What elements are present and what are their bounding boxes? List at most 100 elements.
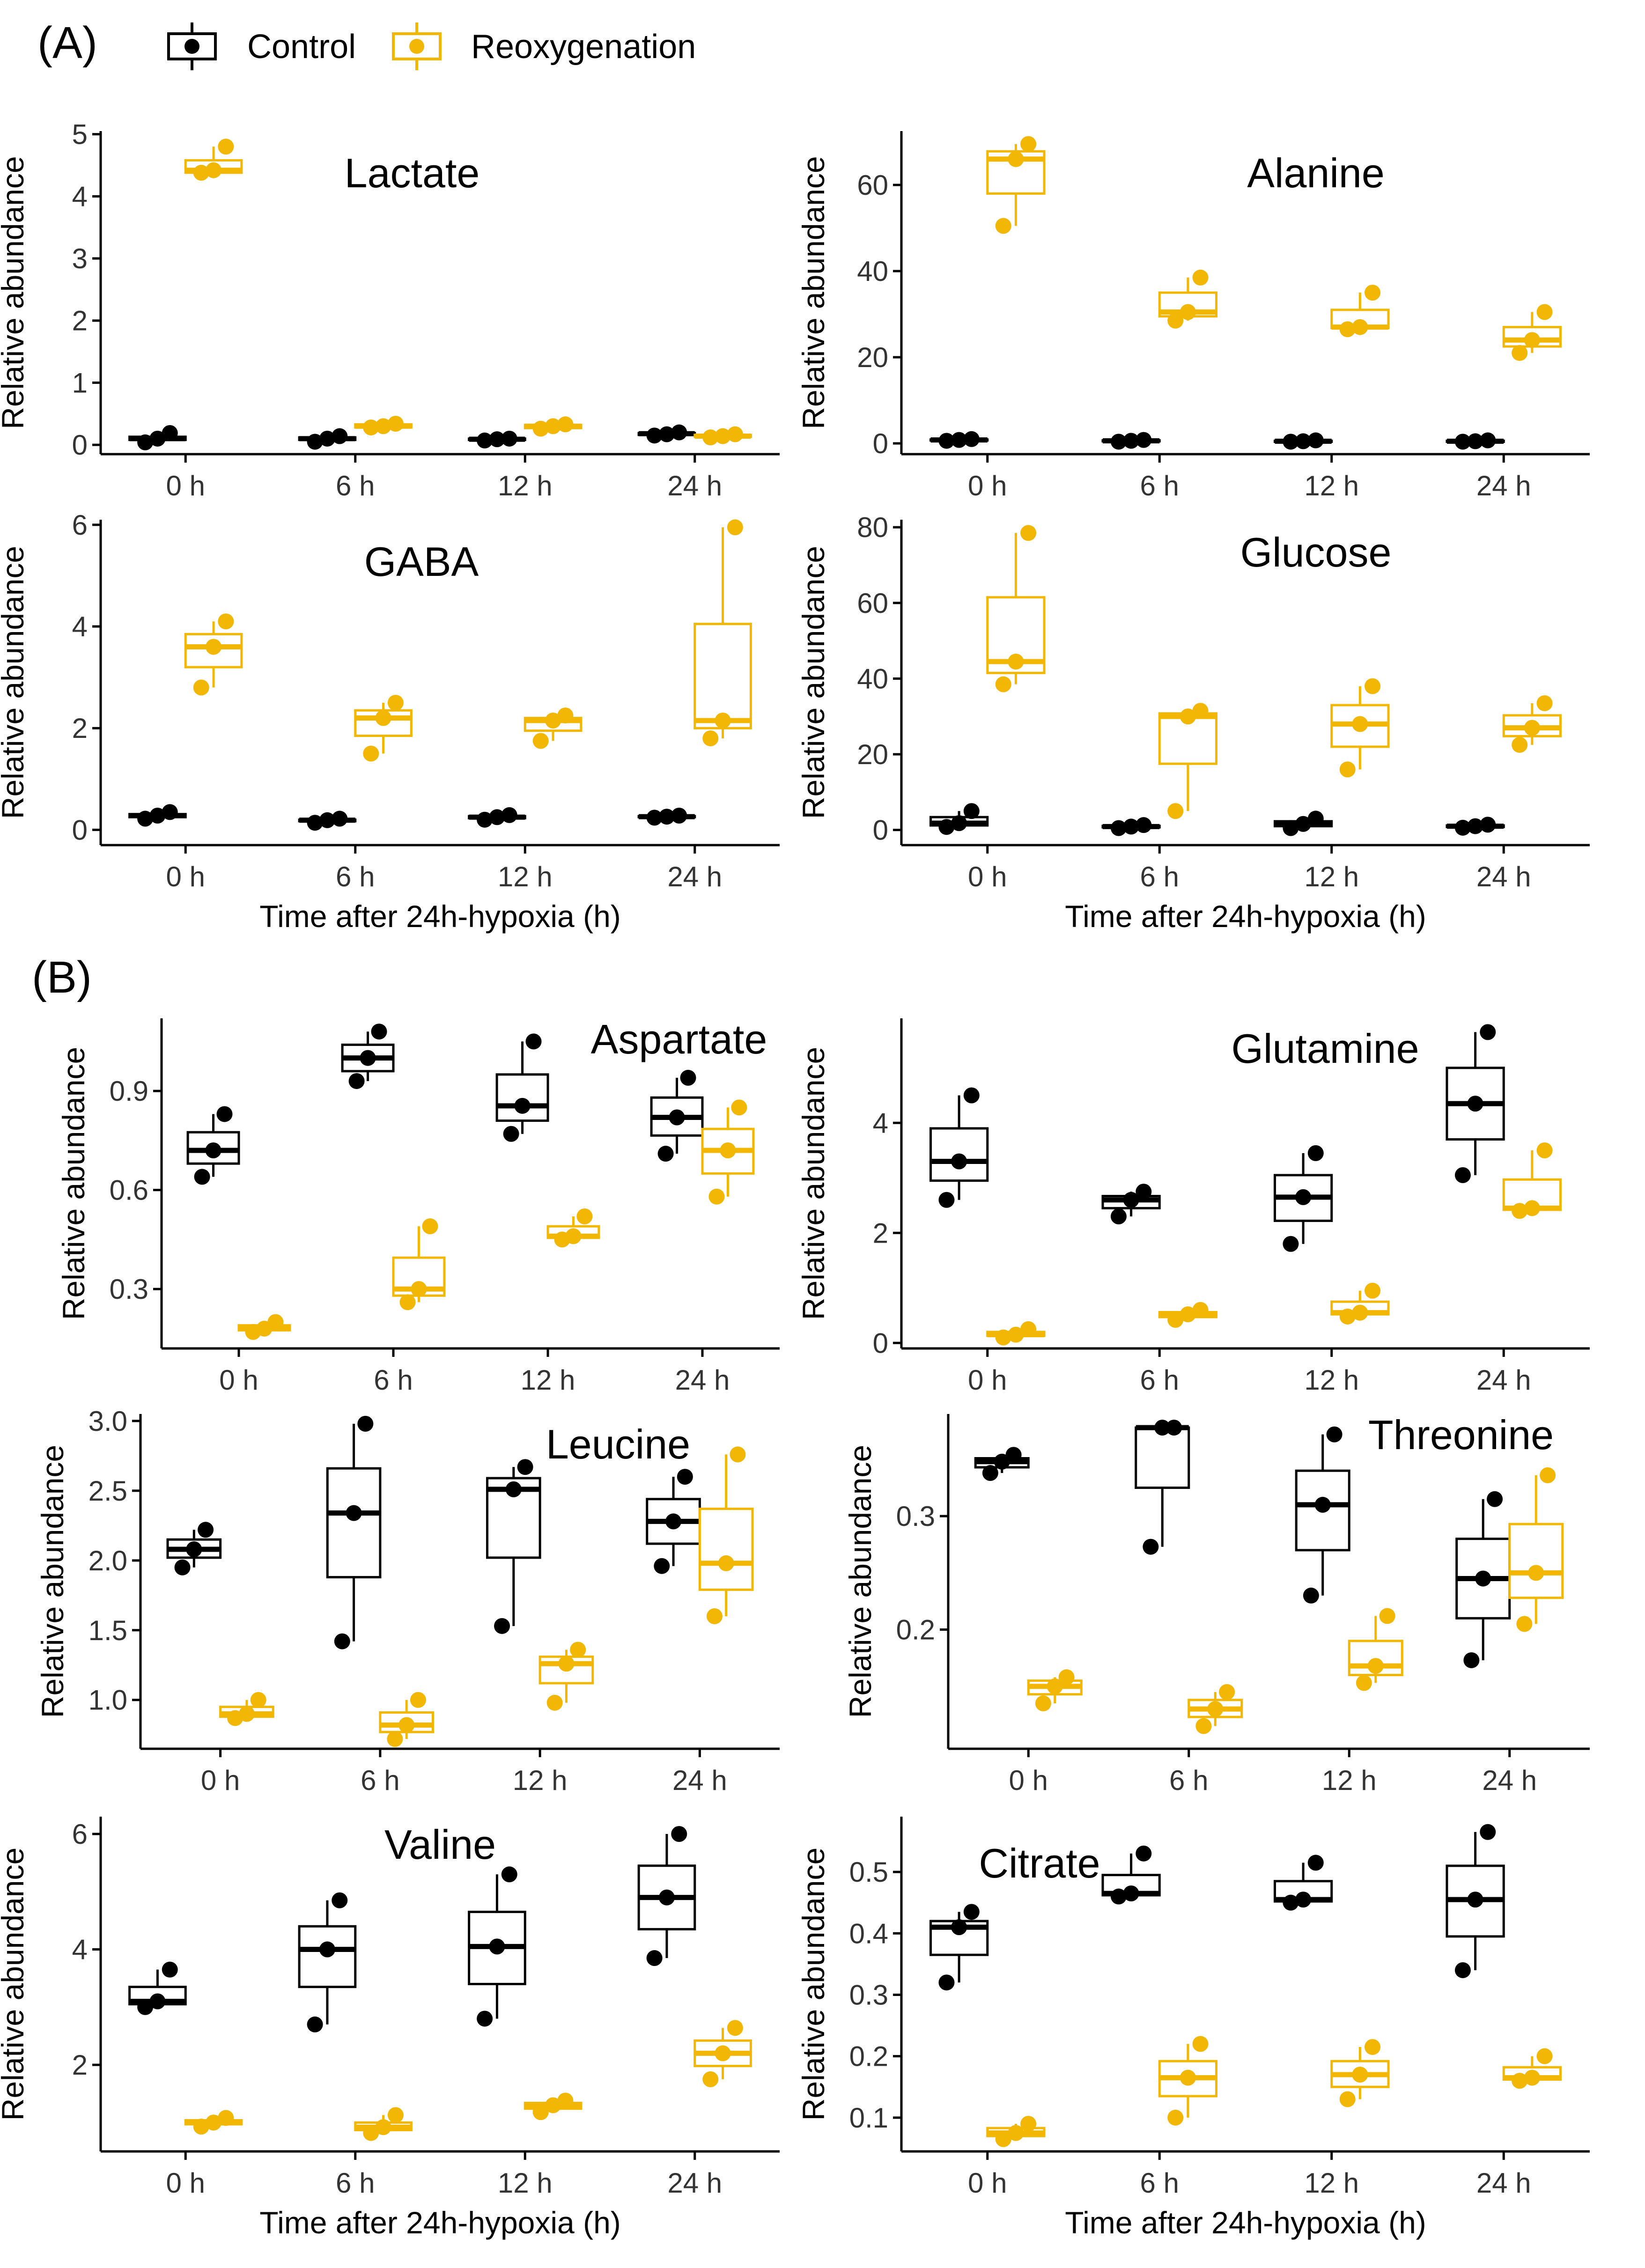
- data-point: [375, 2119, 391, 2135]
- data-point: [565, 1228, 582, 1244]
- data-point: [375, 418, 391, 434]
- data-point: [1167, 2109, 1184, 2126]
- reoxygenation-box: [1502, 304, 1562, 361]
- control-box: [468, 1866, 526, 2027]
- data-point: [545, 418, 561, 434]
- panel-b-label: (B): [32, 952, 92, 1002]
- reoxygenation-box: [1158, 2036, 1218, 2126]
- y-tick-label: 2.0: [89, 1545, 127, 1576]
- control-box: [186, 1106, 240, 1185]
- x-tick-label: 24 h: [1482, 1765, 1537, 1796]
- y-tick-label: 0.9: [110, 1075, 148, 1107]
- reoxygenation-box: [1330, 285, 1390, 338]
- data-point: [1008, 151, 1024, 167]
- data-point: [1047, 1678, 1063, 1694]
- reoxygenation-box: [1348, 1608, 1403, 1691]
- reoxygenation-box: [524, 416, 583, 437]
- data-point: [1192, 1302, 1209, 1318]
- chart-title: GABA: [364, 538, 479, 585]
- y-tick-label: 5: [72, 119, 88, 150]
- data-point: [1524, 1200, 1540, 1216]
- y-tick-label: 4: [873, 1107, 888, 1139]
- data-point: [218, 613, 234, 630]
- data-point: [1008, 1326, 1024, 1343]
- x-tick-label: 0 h: [166, 861, 205, 892]
- data-point: [938, 1192, 955, 1208]
- x-tick-label: 0 h: [968, 1364, 1007, 1396]
- data-point: [525, 1033, 542, 1050]
- x-tick-label: 6 h: [1169, 1765, 1208, 1796]
- data-point: [1195, 1718, 1212, 1734]
- data-point: [267, 1314, 284, 1330]
- chart-alanine: 0 20 40 60 0 h 6 h 12 h 24 h Relative abundance A…: [796, 131, 1590, 501]
- data-point: [346, 1505, 362, 1521]
- data-point: [501, 1866, 517, 1883]
- y-tick-label: 4: [72, 611, 88, 642]
- control-box: [1101, 1845, 1161, 1905]
- data-point: [1528, 1565, 1544, 1581]
- control-box: [1135, 1420, 1190, 1555]
- data-point: [951, 1153, 967, 1170]
- data-point: [411, 1281, 427, 1297]
- data-point: [137, 810, 154, 827]
- reoxygenation-box: [1188, 1684, 1243, 1734]
- chart-title: Leucine: [546, 1421, 690, 1467]
- data-point: [363, 2125, 379, 2141]
- chart-threonine: 0.2 0.3 0 h 6 h 12 h 24 h Relative abundance Th…: [843, 1412, 1590, 1796]
- x-tick-label: 24 h: [1476, 470, 1531, 501]
- data-point: [1123, 433, 1139, 449]
- data-point: [1512, 736, 1528, 753]
- data-point: [360, 1050, 376, 1066]
- data-point: [1035, 1695, 1051, 1712]
- y-tick-label: 0: [873, 1327, 888, 1359]
- y-tick-label: 2: [72, 2049, 88, 2081]
- data-point: [1487, 1491, 1503, 1507]
- data-point: [1295, 816, 1312, 832]
- data-point: [1463, 1652, 1480, 1668]
- data-point: [1154, 1420, 1171, 1436]
- chart-title: Lactate: [345, 150, 480, 196]
- data-point: [677, 1469, 693, 1485]
- y-tick-label: 4: [72, 181, 88, 212]
- data-point: [319, 812, 335, 828]
- box: [1508, 1523, 1564, 1599]
- data-point: [162, 425, 178, 441]
- reoxygenation-box: [986, 2115, 1046, 2147]
- data-point: [1020, 2115, 1037, 2132]
- data-point: [477, 432, 493, 449]
- data-point: [938, 433, 955, 449]
- data-point: [951, 1919, 967, 1936]
- data-point: [1307, 1855, 1324, 1871]
- data-point: [375, 710, 391, 726]
- x-tick-label: 24 h: [667, 861, 722, 892]
- data-point: [1536, 304, 1553, 320]
- x-tick-label: 24 h: [667, 2167, 722, 2199]
- y-axis-label: Relative abundance: [0, 546, 30, 819]
- data-point: [1303, 1587, 1319, 1604]
- control-box: [1446, 432, 1505, 450]
- data-point: [702, 429, 719, 446]
- data-point: [1307, 1145, 1324, 1161]
- data-point: [1480, 817, 1496, 833]
- data-point: [1365, 285, 1381, 301]
- data-point: [517, 1459, 533, 1475]
- data-point: [1356, 1675, 1372, 1691]
- x-tick-label: 6 h: [374, 1364, 413, 1396]
- reoxygenation-box: [1502, 695, 1562, 753]
- data-point: [1192, 2036, 1209, 2052]
- y-axis-label: Relative abundance: [796, 1848, 831, 2121]
- data-point: [654, 1558, 670, 1574]
- x-tick-label: 24 h: [675, 1364, 730, 1396]
- x-tick-label: 6 h: [336, 2167, 375, 2199]
- y-tick-label: 0.3: [896, 1501, 935, 1532]
- chart-glutamine: 0 2 4 0 h 6 h 12 h 24 h Relative abundance Gluta…: [796, 1018, 1590, 1396]
- y-tick-label: 0.6: [110, 1175, 148, 1206]
- data-point: [149, 808, 166, 824]
- x-tick-label: 0 h: [219, 1364, 258, 1396]
- data-point: [1467, 818, 1483, 834]
- control-box: [929, 803, 989, 835]
- data-point: [494, 1618, 510, 1634]
- legend-reoxygenation-key: [392, 22, 442, 70]
- chart-title: Alanine: [1247, 150, 1385, 196]
